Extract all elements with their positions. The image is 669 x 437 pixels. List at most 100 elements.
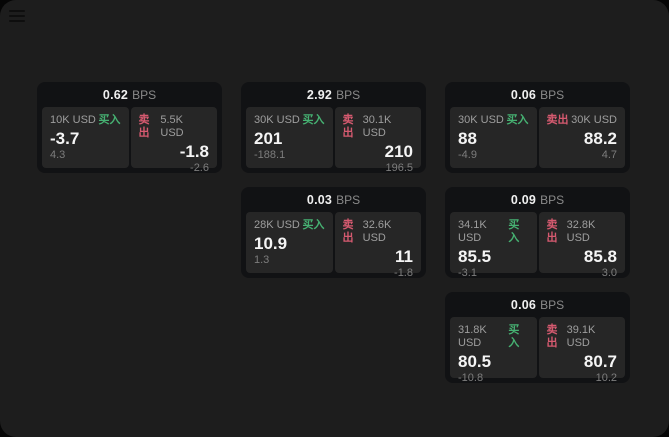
- sell-badge: 卖出: [342, 219, 354, 244]
- buy-price-value: 10.9: [254, 234, 288, 253]
- sell-panel[interactable]: 卖出 32.6K USD 11 -1.8: [334, 212, 421, 279]
- buy-sell-panels: 31.8K USD 买入 80.5 -10.8 卖出 39.1K USD 80.…: [450, 317, 625, 384]
- buy-labels-row: 31.8K USD 买入: [458, 324, 529, 350]
- buy-panel[interactable]: 31.8K USD 买入 80.5 -10.8: [450, 317, 537, 384]
- sell-secondary-value: 10.2: [595, 372, 617, 384]
- hamburger-menu-icon: [9, 20, 25, 22]
- sell-labels-row: 卖出 30.1K USD: [343, 114, 414, 140]
- buy-panel[interactable]: 30K USD 买入 201 -188.1: [246, 107, 333, 168]
- spread-bps-value: 0.09: [510, 192, 537, 207]
- sell-labels-row: 卖出 32.8K USD: [547, 219, 618, 245]
- sell-price-value: 11: [395, 247, 413, 266]
- buy-secondary-value: 1.3: [254, 254, 270, 266]
- price-tile-card: 0.62 BPS 10K USD 买入 -3.7 4.3 卖出 5.5K USD…: [37, 82, 222, 174]
- price-tiles-grid: 0.62 BPS 10K USD 买入 -3.7 4.3 卖出 5.5K USD…: [37, 82, 630, 384]
- sell-amount-label: 39.1K USD: [566, 324, 596, 349]
- buy-badge: 买入: [98, 114, 121, 126]
- sell-badge: 卖出: [546, 114, 569, 126]
- sell-amount-label: 5.5K USD: [160, 114, 184, 139]
- buy-price-value: 85.5: [458, 247, 492, 266]
- buy-price-value: 88: [458, 129, 477, 148]
- spread-bps-value: 0.62: [102, 87, 129, 102]
- card-header: 0.06 BPS: [450, 292, 625, 317]
- buy-labels-row: 34.1K USD 买入: [458, 219, 529, 245]
- buy-sell-panels: 30K USD 买入 88 -4.9 卖出 30K USD 88.2 4.7: [450, 107, 625, 168]
- spread-bps-value: 2.92: [306, 87, 333, 102]
- buy-badge: 买入: [302, 219, 325, 231]
- sell-price-value: 210: [384, 142, 413, 161]
- sell-amount-label: 30.1K USD: [362, 114, 392, 139]
- buy-secondary-value: -4.9: [458, 149, 477, 161]
- buy-amount-label: 28K USD: [254, 219, 300, 231]
- buy-price-value: 80.5: [458, 352, 492, 371]
- buy-labels-row: 30K USD 买入: [254, 114, 325, 127]
- sell-badge: 卖出: [546, 324, 558, 349]
- spread-bps-value: 0.06: [510, 297, 537, 312]
- sell-badge: 卖出: [138, 114, 150, 139]
- sell-panel[interactable]: 卖出 30.1K USD 210 196.5: [334, 107, 421, 174]
- buy-badge: 买入: [506, 114, 529, 126]
- sell-labels-row: 卖出 30K USD: [547, 114, 618, 127]
- buy-labels-row: 28K USD 买入: [254, 219, 325, 232]
- buy-price-value: -3.7: [50, 129, 80, 148]
- buy-secondary-value: 4.3: [50, 149, 66, 161]
- bps-unit-label: BPS: [336, 87, 361, 102]
- sell-panel[interactable]: 卖出 30K USD 88.2 4.7: [538, 107, 625, 168]
- buy-sell-panels: 10K USD 买入 -3.7 4.3 卖出 5.5K USD -1.8 -2.…: [42, 107, 217, 174]
- price-tile-card: 0.06 BPS 30K USD 买入 88 -4.9 卖出 30K USD 8…: [445, 82, 630, 173]
- bps-unit-label: BPS: [132, 87, 157, 102]
- bps-unit-label: BPS: [540, 192, 565, 207]
- price-tile-card: 0.09 BPS 34.1K USD 买入 85.5 -3.1 卖出 32.8K…: [445, 187, 630, 279]
- sell-badge: 卖出: [546, 219, 558, 244]
- spread-bps-value: 0.03: [306, 192, 333, 207]
- bps-unit-label: BPS: [336, 192, 361, 207]
- sell-labels-row: 卖出 39.1K USD: [547, 324, 618, 350]
- sell-secondary-value: -2.6: [190, 162, 209, 174]
- price-tile-card: 0.03 BPS 28K USD 买入 10.9 1.3 卖出 32.6K US…: [241, 187, 426, 279]
- sell-panel[interactable]: 卖出 39.1K USD 80.7 10.2: [538, 317, 625, 384]
- buy-secondary-value: -3.1: [458, 267, 477, 279]
- buy-panel[interactable]: 28K USD 买入 10.9 1.3: [246, 212, 333, 273]
- sell-labels-row: 卖出 5.5K USD: [139, 114, 210, 140]
- buy-labels-row: 10K USD 买入: [50, 114, 121, 127]
- buy-amount-label: 34.1K USD: [458, 219, 487, 244]
- sell-amount-label: 32.6K USD: [362, 219, 392, 244]
- buy-labels-row: 30K USD 买入: [458, 114, 529, 127]
- sell-panel[interactable]: 卖出 32.8K USD 85.8 3.0: [538, 212, 625, 279]
- buy-panel[interactable]: 30K USD 买入 88 -4.9: [450, 107, 537, 168]
- buy-amount-label: 31.8K USD: [458, 324, 487, 349]
- price-tile-card: 0.06 BPS 31.8K USD 买入 80.5 -10.8 卖出 39.1…: [445, 292, 630, 384]
- card-header: 2.92 BPS: [246, 82, 421, 107]
- buy-panel[interactable]: 34.1K USD 买入 85.5 -3.1: [450, 212, 537, 279]
- buy-amount-label: 10K USD: [50, 114, 96, 126]
- sell-panel[interactable]: 卖出 5.5K USD -1.8 -2.6: [130, 107, 217, 174]
- card-header: 0.03 BPS: [246, 187, 421, 212]
- buy-secondary-value: -188.1: [254, 149, 286, 161]
- buy-amount-label: 30K USD: [254, 114, 300, 126]
- card-header: 0.09 BPS: [450, 187, 625, 212]
- card-header: 0.62 BPS: [42, 82, 217, 107]
- hamburger-menu-icon: [9, 10, 25, 12]
- sell-price-value: 85.8: [583, 247, 617, 266]
- buy-badge: 买入: [302, 114, 325, 126]
- sell-secondary-value: 4.7: [601, 149, 617, 161]
- spread-bps-value: 0.06: [510, 87, 537, 102]
- sell-secondary-value: -1.8: [394, 267, 413, 279]
- buy-amount-label: 30K USD: [458, 114, 504, 126]
- bps-unit-label: BPS: [540, 87, 565, 102]
- hamburger-menu-icon: [9, 15, 25, 17]
- sell-price-value: -1.8: [179, 142, 209, 161]
- sell-amount-label: 32.8K USD: [566, 219, 596, 244]
- sell-labels-row: 卖出 32.6K USD: [343, 219, 414, 245]
- sell-secondary-value: 196.5: [385, 162, 413, 174]
- menu-button[interactable]: [9, 7, 29, 25]
- buy-secondary-value: -10.8: [458, 372, 484, 384]
- buy-panel[interactable]: 10K USD 买入 -3.7 4.3: [42, 107, 129, 168]
- sell-amount-label: 30K USD: [571, 114, 617, 126]
- buy-price-value: 201: [254, 129, 283, 148]
- price-tile-card: 2.92 BPS 30K USD 买入 201 -188.1 卖出 30.1K …: [241, 82, 426, 174]
- sell-price-value: 88.2: [583, 129, 617, 148]
- sell-price-value: 80.7: [583, 352, 617, 371]
- buy-sell-panels: 34.1K USD 买入 85.5 -3.1 卖出 32.8K USD 85.8…: [450, 212, 625, 279]
